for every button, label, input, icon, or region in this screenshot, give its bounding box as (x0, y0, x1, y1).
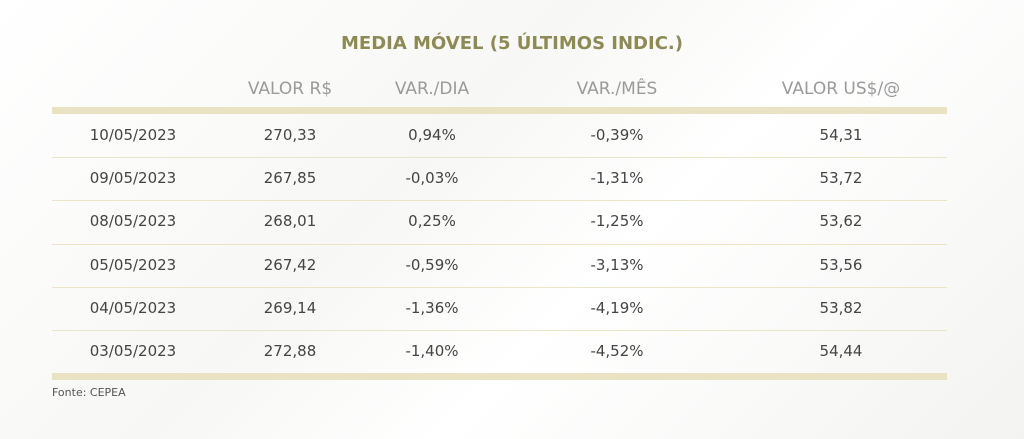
value-cell: 54,44 (819, 342, 863, 360)
value-cell: -1,31% (590, 169, 644, 187)
value-cell: -0,03% (405, 169, 459, 187)
value-cell: -4,19% (590, 299, 644, 317)
column-header: VALOR US$/@ (781, 79, 901, 99)
footer-rule (52, 373, 947, 380)
row-separator (52, 200, 947, 201)
date-cell: 08/05/2023 (89, 212, 177, 230)
date-cell: 10/05/2023 (89, 126, 177, 144)
column-header: VAR./MÊS (576, 79, 658, 99)
value-cell: -0,59% (405, 256, 459, 274)
row-separator (52, 330, 947, 331)
row-separator (52, 157, 947, 158)
value-cell: 0,94% (408, 126, 456, 144)
value-cell: -1,25% (590, 212, 644, 230)
value-cell: -4,52% (590, 342, 644, 360)
row-separator (52, 244, 947, 245)
date-cell: 09/05/2023 (89, 169, 177, 187)
date-cell: 03/05/2023 (89, 342, 177, 360)
value-cell: 53,56 (819, 256, 863, 274)
value-cell: 267,85 (263, 169, 317, 187)
table-title: MEDIA MÓVEL (5 ÚLTIMOS INDIC.) (341, 33, 683, 54)
header-rule (52, 107, 947, 114)
column-header: VALOR R$ (247, 79, 333, 99)
value-cell: 53,62 (819, 212, 863, 230)
value-cell: -0,39% (590, 126, 644, 144)
value-cell: -1,36% (405, 299, 459, 317)
value-cell: -3,13% (590, 256, 644, 274)
value-cell: 268,01 (263, 212, 317, 230)
value-cell: -1,40% (405, 342, 459, 360)
value-cell: 53,82 (819, 299, 863, 317)
date-cell: 04/05/2023 (89, 299, 177, 317)
date-cell: 05/05/2023 (89, 256, 177, 274)
value-cell: 267,42 (263, 256, 317, 274)
value-cell: 0,25% (408, 212, 456, 230)
value-cell: 54,31 (819, 126, 863, 144)
column-header: VAR./DIA (394, 79, 470, 99)
value-cell: 53,72 (819, 169, 863, 187)
value-cell: 269,14 (263, 299, 317, 317)
value-cell: 270,33 (263, 126, 317, 144)
value-cell: 272,88 (263, 342, 317, 360)
row-separator (52, 287, 947, 288)
source-note: Fonte: CEPEA (52, 386, 126, 399)
